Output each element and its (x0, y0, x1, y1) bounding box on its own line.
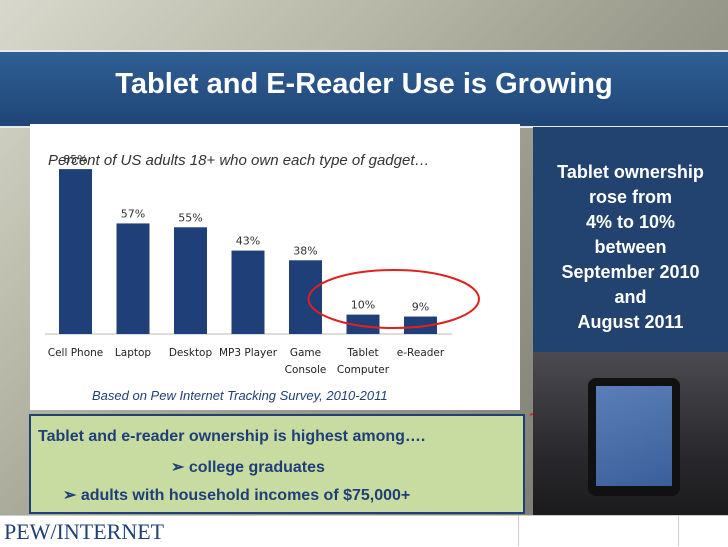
highlight-bullet-2: ➢ adults with household incomes of $75,0… (63, 485, 410, 505)
highlights-heading: Tablet and e-reader ownership is highest… (38, 428, 426, 445)
data-label: 55% (178, 211, 202, 224)
bullet-text: adults with household incomes of $75,000… (80, 487, 411, 504)
data-label: 57% (121, 207, 145, 220)
category-label: Game (290, 347, 321, 359)
highlights-box (29, 414, 525, 514)
highlight-bullet-1: ➢ college graduates (171, 457, 325, 477)
data-label: 38% (293, 244, 317, 257)
data-label: 43% (236, 235, 260, 248)
side-callout-text: Tablet ownership rose from 4% to 10% bet… (557, 162, 704, 332)
chart-panel (30, 124, 520, 410)
bar (59, 169, 92, 334)
category-label: Desktop (169, 347, 213, 359)
data-label: 10% (351, 299, 375, 312)
bullet-arrow-icon: ➢ (171, 459, 185, 476)
bar (346, 314, 380, 334)
category-label: Cell Phone (48, 347, 104, 359)
source-note: Based on Pew Internet Tracking Survey, 2… (92, 388, 388, 403)
data-label: 9% (412, 301, 429, 314)
slide-title: Tablet and E-Reader Use is Growing (115, 68, 613, 100)
title-bar (0, 50, 728, 128)
category-label: Console (285, 364, 327, 376)
category-label: Tablet (346, 347, 378, 359)
category-label: Computer (337, 364, 390, 376)
bar (116, 223, 150, 334)
footer-divider (678, 516, 679, 546)
pew-internet-logo: PEW/INTERNET (4, 519, 165, 544)
bar (231, 250, 265, 334)
side-panel (533, 127, 728, 352)
highlight-ellipse (307, 269, 480, 329)
bar (404, 316, 437, 334)
tablet-screen-image (596, 386, 672, 486)
category-label: Laptop (115, 347, 151, 359)
footer-bar (0, 515, 728, 547)
chart-title: Percent of US adults 18+ who own each ty… (48, 152, 430, 169)
category-label: e-Reader (397, 347, 445, 359)
bullet-text: college graduates (188, 459, 325, 476)
bar (174, 227, 207, 334)
category-label: MP3 Player (219, 347, 278, 359)
footer-divider (518, 516, 519, 546)
bar (289, 260, 322, 334)
data-label: 85% (63, 153, 87, 166)
bullet-arrow-icon: ➢ (63, 487, 77, 504)
